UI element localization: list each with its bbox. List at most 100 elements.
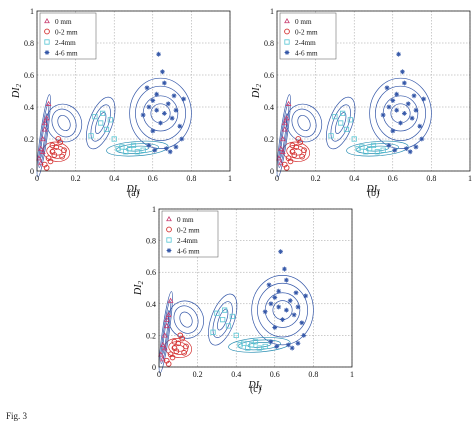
data-point-star: [287, 298, 293, 304]
data-point-triangle: [45, 100, 52, 106]
chart-panel-1: 0 0.2 0.4 0.6 0.8 1 0 0.2 0.4 0.6 0.8 1 DI1 DI2 (a) 0 m…: [11, 7, 232, 199]
data-point-square: [92, 114, 98, 120]
data-point-triangle: [279, 135, 286, 142]
legend-marker-square: [44, 39, 50, 45]
axes-frame: [158, 208, 353, 368]
data-point-star: [274, 344, 280, 349]
data-point-square: [88, 133, 94, 139]
contour-ellipse: [276, 94, 291, 178]
data-point-star: [289, 345, 295, 351]
data-point-square: [100, 110, 106, 116]
data-point-triangle: [159, 356, 166, 362]
data-point-circle: [287, 158, 294, 165]
data-point-star: [276, 304, 282, 310]
data-point-circle: [173, 348, 180, 355]
data-point-star: [407, 149, 413, 155]
data-point-circle: [55, 136, 62, 142]
legend-marker-star: [44, 50, 50, 55]
x-tick-label: 0.6: [388, 174, 398, 183]
x-tick-label: 0.2: [311, 174, 321, 183]
y-axis-label: DI2: [133, 280, 145, 296]
data-point-star: [394, 91, 400, 97]
data-point-triangle: [159, 341, 166, 348]
contour-ellipse: [86, 96, 116, 150]
data-point-circle: [299, 153, 305, 160]
data-point-square: [119, 144, 125, 150]
y-axis-label: DI2: [11, 83, 23, 99]
legend-marker-square: [284, 39, 290, 45]
data-point-circle: [181, 349, 187, 356]
data-point-star: [146, 143, 152, 148]
data-point-triangle: [277, 159, 284, 166]
data-point-circle: [171, 338, 178, 345]
legend-marker-circle: [284, 28, 290, 35]
contour-ellipse: [179, 311, 193, 328]
x-tick-label: 0.4: [349, 174, 359, 183]
legend-box: [161, 210, 219, 258]
y-tick-label: 0: [270, 167, 274, 176]
y-tick-label: 0.4: [264, 103, 274, 112]
data-point-square: [359, 144, 365, 150]
contour-ellipse: [40, 113, 48, 159]
data-point-star: [405, 101, 411, 107]
y-tick-label: 0.6: [264, 71, 274, 80]
legend-label: 2-4mm: [55, 39, 76, 47]
data-point-triangle: [161, 332, 168, 338]
legend-marker-star: [284, 50, 290, 55]
data-point-star: [301, 333, 307, 338]
data-point-square: [343, 126, 350, 132]
data-point-star: [291, 312, 297, 318]
data-point-triangle: [158, 351, 164, 357]
y-tick-label: 0: [30, 167, 34, 176]
data-point-star: [285, 342, 291, 348]
x-tick-label: 0: [35, 174, 39, 183]
data-point-star: [171, 93, 177, 99]
data-point-star: [303, 293, 309, 299]
legend-marker-circle: [44, 28, 50, 35]
data-point-square: [107, 117, 113, 123]
contour-ellipse: [212, 301, 233, 338]
data-point-star: [268, 339, 274, 345]
data-point-star: [396, 51, 401, 57]
contour-ellipse: [228, 337, 291, 353]
data-point-circle: [47, 158, 54, 165]
y-tick-label: 1: [270, 7, 274, 16]
y-tick-label: 0.6: [24, 71, 34, 80]
data-point-star: [398, 120, 403, 126]
data-point-star: [401, 80, 407, 86]
y-tick-label: 0.2: [264, 135, 274, 144]
legend-marker-triangle: [166, 215, 172, 222]
data-point-circle: [169, 354, 176, 361]
data-point-star: [156, 51, 161, 57]
data-point-star: [278, 249, 283, 255]
contour-ellipse: [173, 305, 199, 334]
data-point-star: [283, 277, 289, 283]
data-point-star: [165, 101, 171, 107]
legend-marker-triangle: [44, 17, 50, 24]
data-point-triangle: [163, 322, 170, 329]
contour-ellipse: [251, 275, 314, 346]
data-point-star: [390, 98, 396, 103]
contour-ellipse: [129, 77, 192, 149]
contour-ellipse: [158, 291, 173, 374]
data-point-star: [413, 144, 419, 150]
y-tick-label: 0.8: [264, 39, 274, 48]
contour-ellipse: [297, 114, 311, 132]
data-point-triangle: [167, 297, 174, 303]
y-tick-label: 0.8: [24, 39, 34, 48]
data-point-circle: [177, 332, 184, 339]
data-point-square: [220, 317, 226, 323]
legend-marker-triangle: [284, 17, 290, 24]
contour-ellipse: [346, 140, 409, 157]
data-point-star: [154, 107, 160, 113]
data-point-star: [167, 149, 173, 155]
data-point-square: [256, 345, 262, 351]
y-tick-label: 0.4: [146, 300, 156, 309]
data-point-square: [338, 120, 344, 126]
contour-ellipse: [375, 85, 426, 141]
data-point-star: [380, 112, 386, 118]
data-point-star: [401, 111, 407, 116]
contour-ellipse: [257, 282, 308, 338]
data-point-triangle: [37, 159, 44, 166]
contour-ellipse: [291, 108, 317, 138]
